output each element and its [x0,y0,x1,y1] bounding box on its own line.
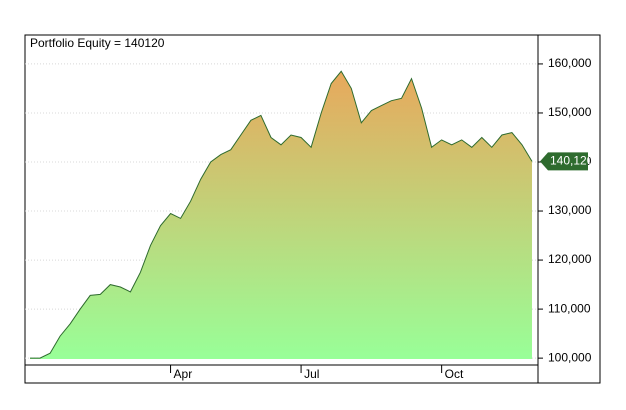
y-tick-label: 160,000 [548,56,592,70]
area [30,71,532,360]
last-value-marker [540,152,588,171]
chart-title: Portfolio Equity = 140120 [30,36,165,50]
y-tick-label: 110,000 [548,301,591,315]
y-tick-label: 120,000 [548,252,592,266]
last-value-label: 140,120 [550,154,594,168]
y-tick-label: 100,000 [548,350,592,364]
x-tick-label: Oct [445,367,464,381]
x-tick-label: Apr [174,367,193,381]
y-tick-label: 150,000 [548,105,592,119]
line [30,70,533,359]
y-tick-label: 130,000 [548,203,592,217]
x-tick-label: Jul [304,367,319,381]
